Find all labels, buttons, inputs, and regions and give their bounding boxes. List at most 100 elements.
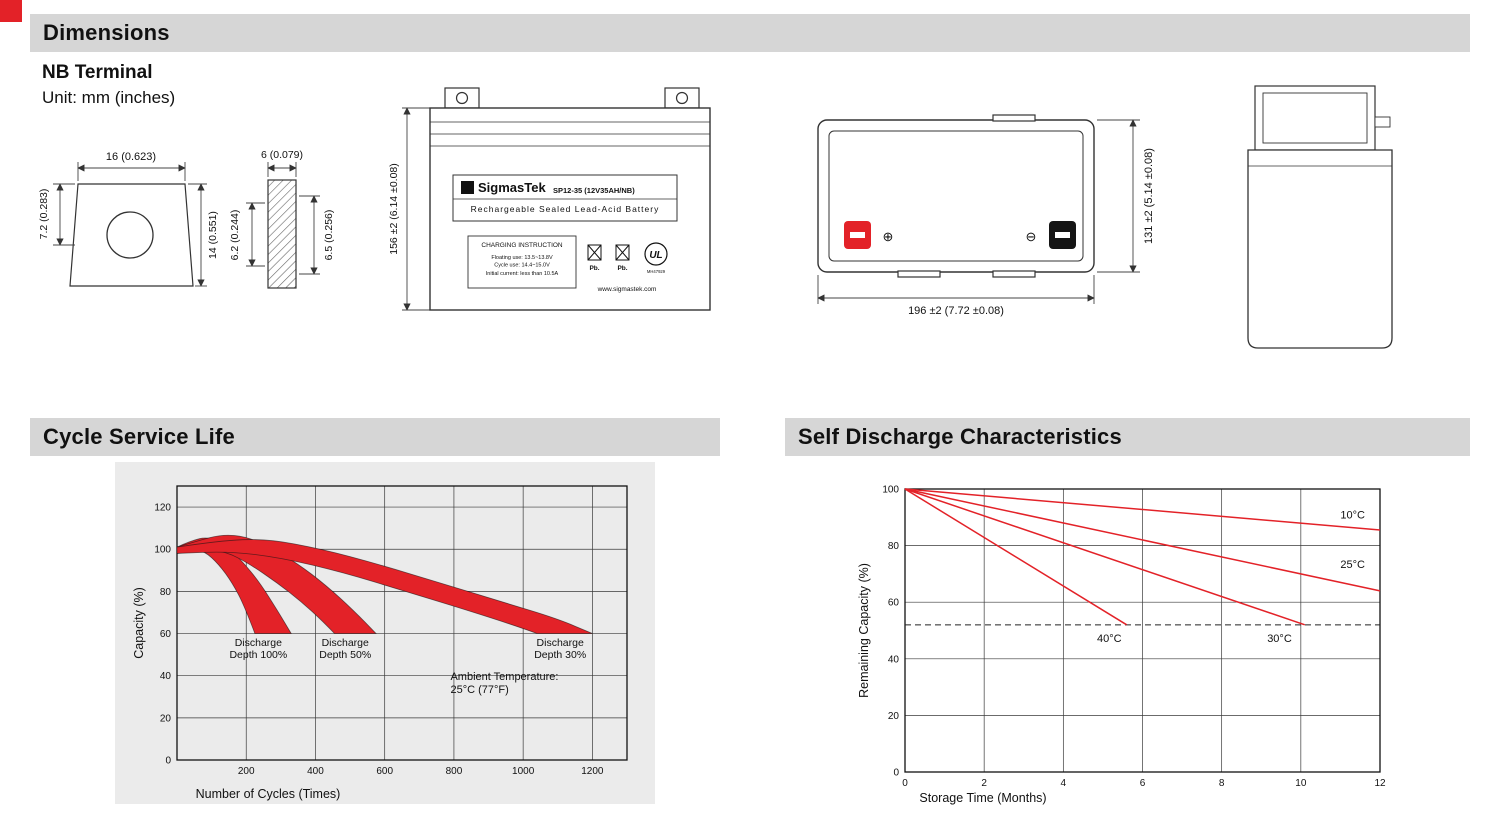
website-text: www.sigmastek.com xyxy=(597,286,657,293)
band-label: Discharge Depth 100% xyxy=(229,637,287,661)
x-tick-label: 600 xyxy=(376,766,393,777)
plot-border xyxy=(904,488,1381,773)
positive-symbol: ⊕ xyxy=(883,229,894,244)
dim-label-battery-height: 156 ±2 (6.14 ±0.08) xyxy=(388,163,400,255)
cycle-service-life-chart: 200 400 600 800 1000 1200 0 20 40 60 80 100 120 Disch… xyxy=(132,485,628,801)
terminal-front-drawing: 16 (0.623) 7.2 (0.283) 14 (0.551) xyxy=(38,151,219,287)
self-discharge-chart: 0 2 4 6 8 10 12 0 20 40 60 80 100 10°C 25°C 30°C 40°C Rem… xyxy=(857,485,1386,806)
series-label: 25°C xyxy=(1340,559,1365,571)
y-tick-label: 80 xyxy=(160,587,172,598)
cycle-service-life-title: Cycle Service Life xyxy=(43,424,235,449)
sigma-glyph: Σ xyxy=(464,184,470,195)
x-tick-label: 0 xyxy=(902,778,908,789)
unit-note: Unit: mm (inches) xyxy=(42,88,176,107)
terminal-side-section xyxy=(267,179,297,289)
plot-border xyxy=(176,485,628,761)
ul-logo-icon: UL MH47929 xyxy=(644,242,668,274)
x-tick-label: 1000 xyxy=(512,766,535,777)
pb-crossed-icon: Pb. xyxy=(615,244,630,272)
side-terminal-block xyxy=(1254,85,1376,151)
dimensions-section-header: Dimensions xyxy=(30,14,1470,52)
charging-line-1: Floating use: 13.5~13.8V xyxy=(491,255,553,261)
band-label: Discharge Depth 50% xyxy=(319,637,371,661)
dim-label-terminal-height: 14 (0.551) xyxy=(207,211,219,259)
y-tick-label: 60 xyxy=(160,629,172,640)
dim-label-terminal-upper-height: 7.2 (0.283) xyxy=(38,189,50,240)
dim-label-battery-width: 196 ±2 (7.72 ±0.08) xyxy=(908,305,1004,317)
y-axis-title: Capacity (%) xyxy=(132,587,146,659)
x-tick-label: 200 xyxy=(238,766,255,777)
dim-label-side-inner: 6.2 (0.244) xyxy=(229,210,241,261)
dim-label-battery-depth: 131 ±2 (5.14 ±0.08) xyxy=(1143,148,1155,244)
ul-file-number: MH47929 xyxy=(647,269,666,274)
y-tick-label: 100 xyxy=(882,485,899,496)
y-tick-label: 40 xyxy=(888,654,900,665)
page-corner-mark xyxy=(0,0,22,22)
y-tick-label: 40 xyxy=(160,671,172,682)
battery-front-view: 156 ±2 (6.14 ±0.08) Σ SigmasTek SP12-35 … xyxy=(388,87,711,311)
y-axis-title: Remaining Capacity (%) xyxy=(857,563,871,698)
discharge-band xyxy=(176,534,377,634)
ul-letters: UL xyxy=(649,250,662,261)
terminal-hole xyxy=(106,211,154,259)
sigma-logo xyxy=(461,181,474,194)
dim-label-side-outer: 6.5 (0.256) xyxy=(323,210,335,261)
y-tick-label: 80 xyxy=(888,541,900,552)
x-tick-label: 400 xyxy=(307,766,324,777)
y-tick-label: 0 xyxy=(165,756,171,767)
brand-name: SigmasTek xyxy=(478,180,546,195)
battery-body-top xyxy=(817,119,1095,273)
terminal-side-drawing: 6 (0.079) 6.2 (0.244) 6.5 (0.256) xyxy=(229,149,335,289)
x-tick-label: 6 xyxy=(1140,778,1146,789)
self-discharge-header: Self Discharge Characteristics xyxy=(785,418,1470,456)
y-tick-label: 120 xyxy=(154,503,171,514)
charging-line-3: Initial current: less than 10.5A xyxy=(486,271,559,277)
charging-title: CHARGING INSTRUCTION xyxy=(481,242,563,249)
y-tick-label: 20 xyxy=(160,713,172,724)
x-tick-label: 2 xyxy=(981,778,987,789)
x-tick-label: 800 xyxy=(446,766,463,777)
nb-terminal-title: NB Terminal xyxy=(42,62,153,83)
label-box xyxy=(452,174,678,222)
x-axis-title: Storage Time (Months) xyxy=(919,791,1046,805)
x-tick-label: 10 xyxy=(1295,778,1307,789)
self-discharge-title: Self Discharge Characteristics xyxy=(798,424,1122,449)
pb-label-1: Pb. xyxy=(589,265,599,272)
series-line xyxy=(904,488,1381,531)
cycle-service-life-panel: 200 400 600 800 1000 1200 0 20 40 60 80 100 120 Disch… xyxy=(115,462,655,804)
series-label: 40°C xyxy=(1097,633,1122,645)
cycle-service-life-header: Cycle Service Life xyxy=(30,418,720,456)
series-label: 10°C xyxy=(1340,510,1365,522)
self-discharge-panel: 0 2 4 6 8 10 12 0 20 40 60 80 100 10°C 25°C 30°C 40°C Rem… xyxy=(790,462,1410,812)
band-label: Discharge Depth 30% xyxy=(534,637,586,661)
pb-label-2: Pb. xyxy=(617,265,627,272)
y-tick-label: 60 xyxy=(888,598,900,609)
series-line xyxy=(904,488,1381,592)
negative-symbol: ⊖ xyxy=(1026,229,1037,244)
x-tick-label: 4 xyxy=(1061,778,1067,789)
model-number: SP12-35 (12V35AH/NB) xyxy=(553,186,635,195)
dim-label-side-width: 6 (0.079) xyxy=(261,149,303,161)
charging-instruction-box xyxy=(467,235,577,289)
x-tick-label: 8 xyxy=(1219,778,1225,789)
annotation: Ambient Temperature: 25°C (77°F) xyxy=(450,671,558,696)
series-label: 30°C xyxy=(1267,633,1292,645)
side-terminal-pin xyxy=(1374,116,1391,128)
x-axis-title: Number of Cycles (Times) xyxy=(196,787,341,801)
discharge-band xyxy=(176,539,593,634)
y-tick-label: 100 xyxy=(154,545,171,556)
charging-line-2: Cycle use: 14.4~15.0V xyxy=(494,263,550,269)
dim-label-terminal-width: 16 (0.623) xyxy=(106,151,156,163)
x-tick-label: 1200 xyxy=(581,766,604,777)
series-line xyxy=(904,488,1128,626)
dimensions-title: Dimensions xyxy=(43,20,170,45)
battery-side-view xyxy=(1247,85,1393,349)
series-line xyxy=(904,488,1306,626)
pb-recycle-icon: Pb. xyxy=(587,244,602,272)
battery-type-line: Rechargeable Sealed Lead-Acid Battery xyxy=(471,204,660,214)
battery-body-side xyxy=(1247,149,1393,349)
battery-top-view: ⊕ ⊖ 196 ±2 (7.72 ±0.08) 131 ±2 (5.14 ±0.… xyxy=(817,114,1155,317)
y-tick-label: 0 xyxy=(893,768,899,779)
x-tick-label: 12 xyxy=(1374,778,1386,789)
